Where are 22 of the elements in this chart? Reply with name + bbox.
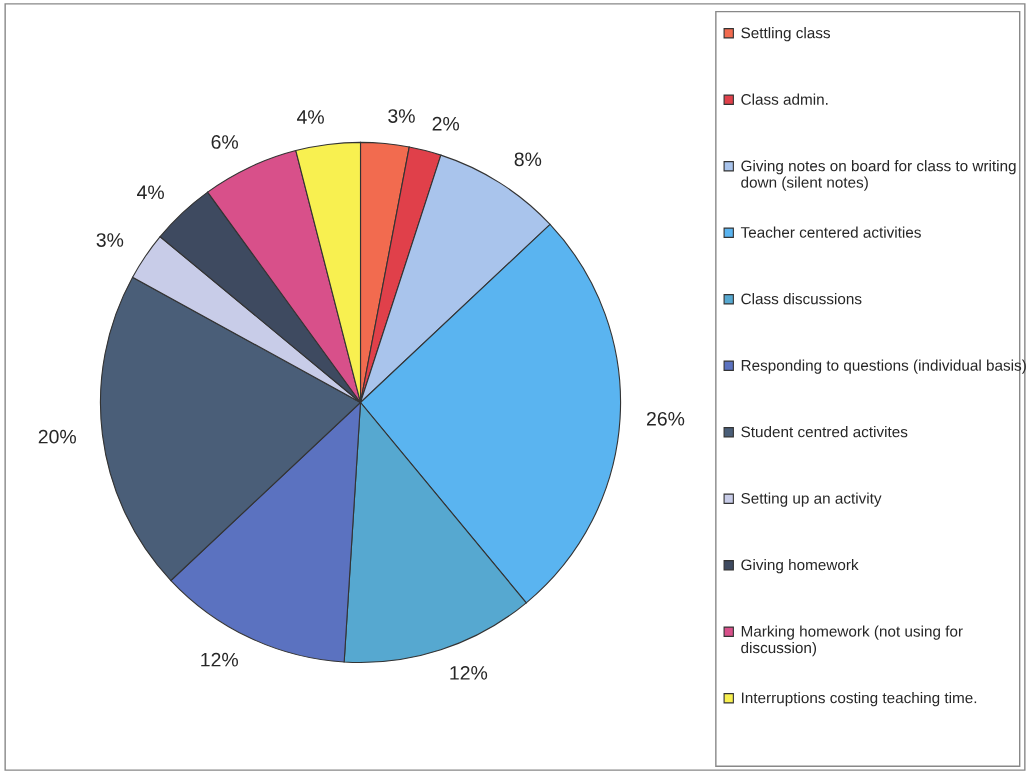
- data-label: 3%: [388, 109, 415, 123]
- legend-label: Settling class: [741, 27, 831, 42]
- data-label: 12%: [201, 652, 239, 667]
- data-label: 6%: [211, 135, 239, 149]
- legend-label: Setting up an activity: [741, 492, 882, 507]
- legend-label: Responding to questions (individual basis): [741, 359, 1026, 374]
- legend-label: Student centred activites: [741, 426, 908, 438]
- data-label: 20%: [38, 429, 76, 444]
- legend-label: Marking homework (not using for discussion): [741, 625, 963, 657]
- data-label: 3%: [96, 233, 124, 247]
- data-label: 2%: [432, 116, 460, 131]
- legend-label: Class admin.: [741, 93, 828, 105]
- legend-label: Giving homework: [741, 559, 859, 574]
- data-label: 4%: [137, 185, 164, 200]
- data-label: 4%: [296, 110, 324, 124]
- legend-label: Interruptions costing teaching time.: [741, 692, 977, 707]
- legend-label: Class discussions: [741, 293, 862, 305]
- data-label: 26%: [646, 411, 685, 426]
- data-label: 8%: [514, 152, 542, 167]
- legend-label: Teacher centered activities: [740, 226, 921, 238]
- legend-label: Giving notes on board for class to writing down (silent notes): [741, 160, 1016, 191]
- data-label: 12%: [450, 666, 488, 680]
